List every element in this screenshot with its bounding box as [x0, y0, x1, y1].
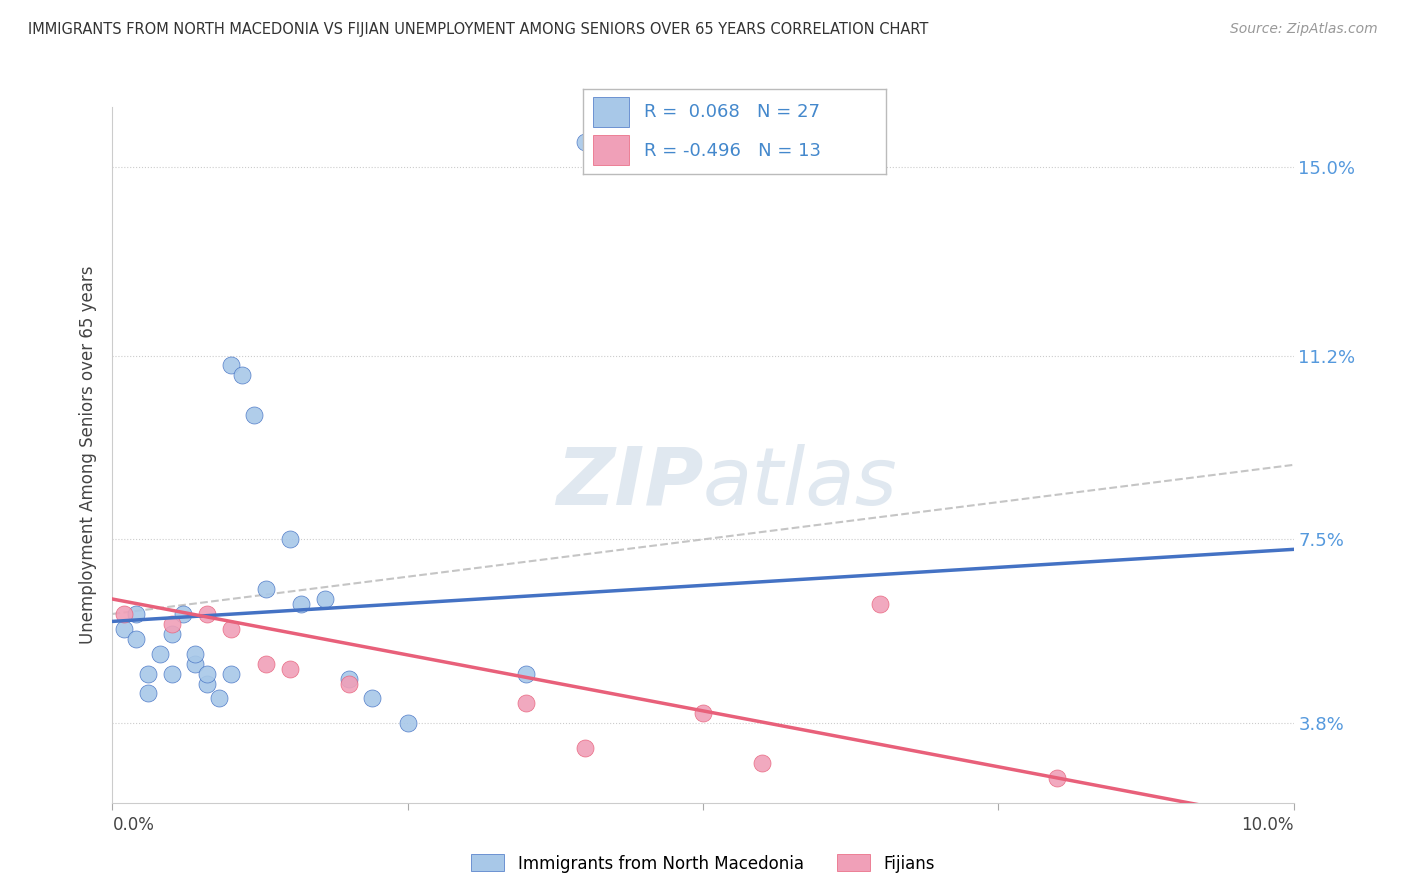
Point [574, 741, 596, 756]
Point [208, 691, 231, 706]
Point [219, 666, 242, 681]
Text: IMMIGRANTS FROM NORTH MACEDONIA VS FIJIAN UNEMPLOYMENT AMONG SENIORS OVER 65 YEA: IMMIGRANTS FROM NORTH MACEDONIA VS FIJIA… [28, 22, 928, 37]
Point [160, 666, 183, 681]
Point [254, 657, 277, 671]
Point [314, 592, 336, 607]
Point [219, 359, 242, 373]
Point [254, 582, 277, 596]
Text: Source: ZipAtlas.com: Source: ZipAtlas.com [1230, 22, 1378, 37]
Text: 10.0%: 10.0% [1241, 815, 1294, 833]
Text: R = -0.496   N = 13: R = -0.496 N = 13 [644, 142, 821, 160]
Point [574, 135, 596, 149]
Point [278, 662, 301, 676]
Point [160, 627, 183, 641]
Point [692, 706, 714, 721]
Text: R =  0.068   N = 27: R = 0.068 N = 27 [644, 103, 820, 121]
Point [136, 666, 159, 681]
Point [515, 666, 537, 681]
Bar [592, 135, 628, 165]
Point [751, 756, 773, 770]
Point [278, 533, 301, 547]
Point [125, 607, 148, 621]
Point [869, 597, 891, 611]
Point [195, 676, 218, 690]
Point [396, 716, 419, 731]
Y-axis label: Unemployment Among Seniors over 65 years: Unemployment Among Seniors over 65 years [79, 266, 97, 644]
Point [231, 368, 253, 383]
Point [195, 666, 218, 681]
Text: atlas: atlas [703, 443, 898, 522]
Point [515, 697, 537, 711]
Point [361, 691, 384, 706]
Point [125, 632, 148, 646]
Point [184, 647, 207, 661]
Point [184, 657, 207, 671]
Point [290, 597, 312, 611]
Point [219, 622, 242, 636]
Point [337, 672, 360, 686]
Point [195, 607, 218, 621]
Point [337, 676, 360, 690]
Point [160, 616, 183, 631]
Legend: Immigrants from North Macedonia, Fijians: Immigrants from North Macedonia, Fijians [464, 847, 942, 880]
Point [172, 607, 194, 621]
Text: 0.0%: 0.0% [112, 815, 155, 833]
Point [1046, 771, 1069, 785]
Bar [592, 97, 628, 128]
Point [149, 647, 172, 661]
Point [136, 686, 159, 700]
Point [243, 408, 266, 422]
Point [112, 622, 135, 636]
Point [112, 607, 135, 621]
Text: ZIP: ZIP [555, 443, 703, 522]
